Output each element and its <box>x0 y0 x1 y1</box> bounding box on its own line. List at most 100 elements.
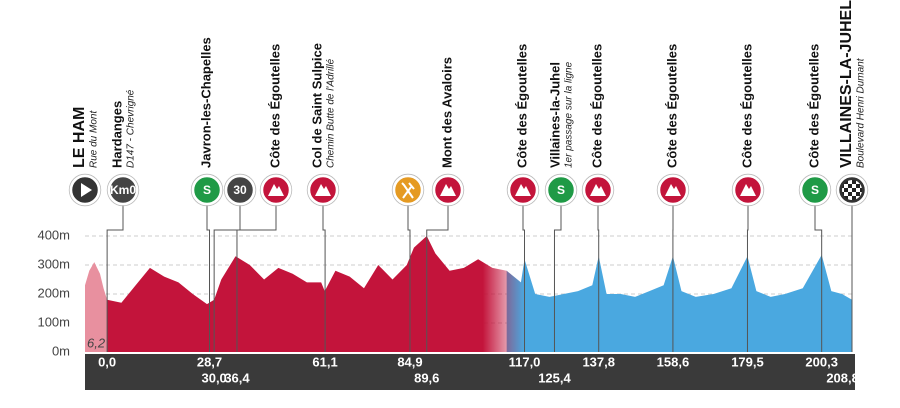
waypoint-name: Côte des Égoutelles <box>739 44 754 168</box>
icon-circle <box>191 174 223 206</box>
km-label: 117,0 <box>509 354 541 369</box>
waypoint-sub: 1er passage sur la ligne <box>564 61 575 168</box>
y-tick-label: 200m <box>37 285 70 300</box>
icon-ring <box>306 173 340 207</box>
connector <box>522 204 526 352</box>
icon-ring <box>506 173 540 207</box>
km-label: 137,8 <box>582 354 615 369</box>
connector <box>746 204 749 352</box>
waypoint-icon <box>835 173 869 207</box>
waypoint-name: VILLAINES-LA-JUHEL <box>838 0 855 168</box>
waypoint-icon <box>306 173 340 207</box>
icon-text: S <box>203 183 211 197</box>
connector <box>407 204 411 352</box>
waypoint-name: Mont des Avaloirs <box>439 57 454 168</box>
km-label: 61,1 <box>312 354 337 369</box>
y-tick-label: 400m <box>37 227 70 242</box>
km-label: 125,4 <box>538 370 571 385</box>
mountain <box>315 184 331 196</box>
mountain <box>268 184 284 196</box>
km-label: 36,4 <box>224 370 250 385</box>
mountain <box>515 184 531 196</box>
waypoint-name: Côte des Égoutelles <box>806 44 821 168</box>
waypoint-icon <box>391 173 425 207</box>
icon-ring <box>835 173 869 207</box>
waypoint-icon: S <box>190 173 224 207</box>
y-tick-label: 100m <box>37 314 70 329</box>
waypoint-name: Côte des Égoutelles <box>589 44 604 168</box>
icon-ring <box>190 173 224 207</box>
waypoint-sub: D147 - Chevrigné <box>126 89 137 168</box>
waypoint-icon <box>431 173 465 207</box>
y-tick-label: 300m <box>37 256 70 271</box>
waypoint-icon: 30 <box>223 173 257 207</box>
icon-text: S <box>811 183 819 197</box>
icon-ring <box>68 173 102 207</box>
elevation-area <box>85 262 108 352</box>
icon-ring <box>391 173 425 207</box>
knife <box>401 182 414 199</box>
play <box>81 183 92 197</box>
icon-text: 30 <box>233 183 247 197</box>
waypoint-icon: S <box>544 173 578 207</box>
waypoint-name: Javron-les-Chapelles <box>198 37 213 168</box>
connector <box>236 204 277 352</box>
waypoint-icon <box>581 173 615 207</box>
elevation-area <box>107 236 525 352</box>
mountain <box>590 184 606 196</box>
icon-ring <box>431 173 465 207</box>
icon-text: S <box>557 183 565 197</box>
waypoint-sub: Rue du Mont <box>89 110 100 168</box>
connector <box>322 204 326 352</box>
km-label: 179,5 <box>731 354 764 369</box>
mountain <box>665 184 681 196</box>
connector <box>426 204 449 352</box>
km-label: 28,7 <box>197 354 222 369</box>
fork <box>402 182 415 199</box>
km-bar <box>85 354 855 390</box>
waypoint-name: Hardanges <box>109 101 124 168</box>
y-tick-label: 0m <box>52 343 70 358</box>
km-label: 6,2 <box>87 335 106 350</box>
checker <box>842 180 862 200</box>
icon-text: Km0 <box>110 183 136 197</box>
km-label: 84,9 <box>397 354 422 369</box>
waypoint-name: LE HAM <box>71 107 88 168</box>
waypoint-name: Côte des Égoutelles <box>267 44 282 168</box>
waypoint-sub: Chemin Butte de l'Adrillé <box>326 58 337 168</box>
km-label: 200,3 <box>805 354 838 369</box>
icon-ring <box>798 173 832 207</box>
icon-circle <box>545 174 577 206</box>
icon-ring <box>544 173 578 207</box>
waypoint-icon: S <box>798 173 832 207</box>
connector <box>597 204 600 352</box>
waypoint-name: Col de Saint Sulpice <box>309 43 324 168</box>
waypoint-name: Villaines-la-Juhel <box>547 62 562 168</box>
connector <box>213 204 241 352</box>
km-label: 208,8km <box>826 370 877 385</box>
icon-ring <box>731 173 765 207</box>
waypoint-icon <box>506 173 540 207</box>
icon-circle <box>799 174 831 206</box>
connector <box>814 204 823 352</box>
waypoint-name: Côte des Égoutelles <box>514 44 529 168</box>
connector <box>106 204 124 352</box>
mountain <box>440 184 456 196</box>
waypoint-icon <box>731 173 765 207</box>
waypoint-icon <box>68 173 102 207</box>
waypoint-icon <box>259 173 293 207</box>
connector <box>206 204 211 352</box>
waypoint-name: Côte des Égoutelles <box>664 44 679 168</box>
icon-ring <box>106 173 140 207</box>
waypoint-icon: Km0 <box>106 173 140 207</box>
connector <box>553 204 562 352</box>
icon-ring <box>581 173 615 207</box>
km-label: 0,0 <box>98 354 116 369</box>
icon-ring <box>223 173 257 207</box>
elevation-area <box>506 254 852 352</box>
waypoint-sub: Boulevard Henri Dumant <box>856 57 867 168</box>
km-label: 158,6 <box>657 354 690 369</box>
mountain <box>740 184 756 196</box>
icon-ring <box>656 173 690 207</box>
